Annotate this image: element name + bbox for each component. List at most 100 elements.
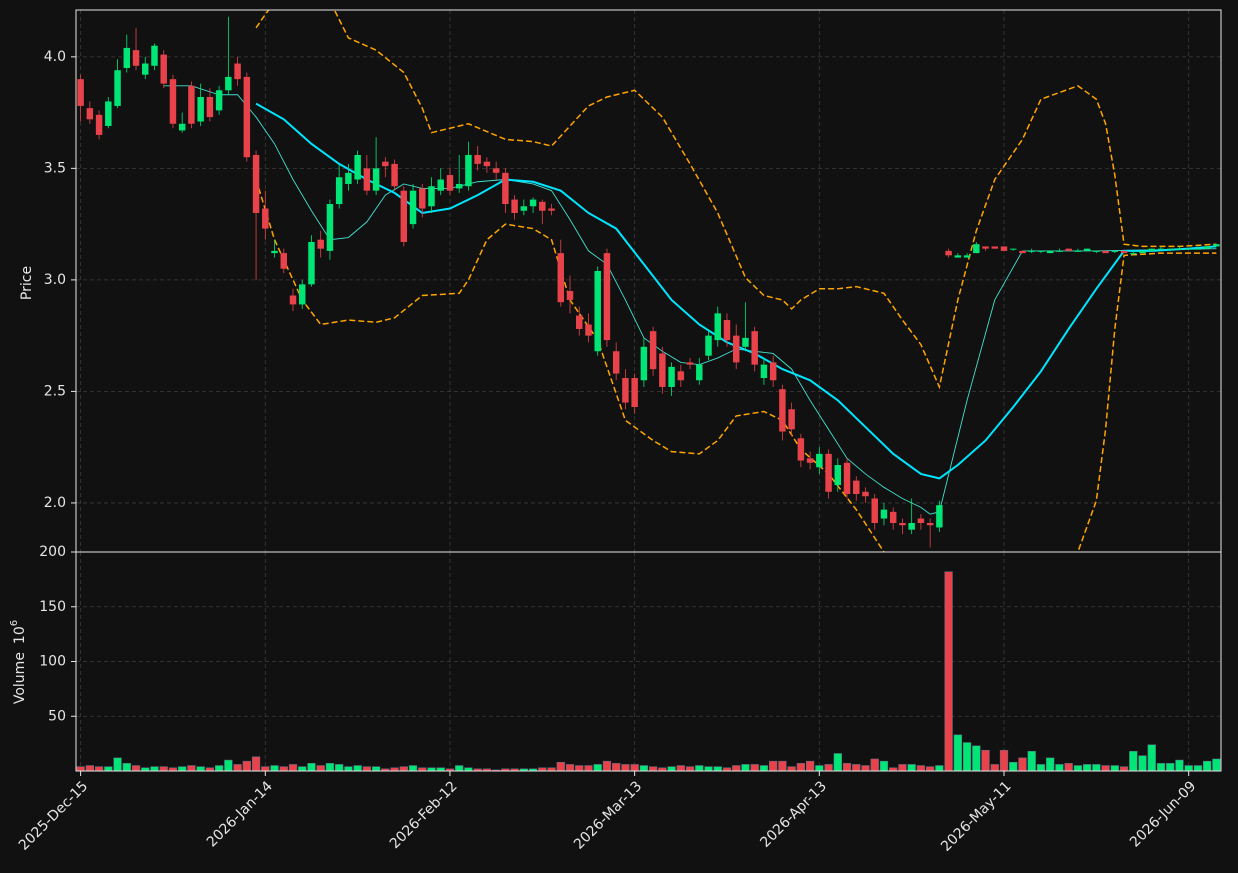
volume-bar [935, 765, 944, 771]
candle-body [169, 79, 177, 124]
candle-body [963, 255, 971, 258]
volume-bar [990, 764, 999, 771]
volume-bar [344, 766, 353, 771]
candle-body [954, 255, 962, 258]
volume-bar [205, 767, 215, 771]
candle-body [335, 177, 343, 205]
volume-bar [427, 767, 436, 771]
y-tick-label: 150 [39, 599, 66, 615]
candle-body [880, 509, 888, 519]
volume-bar [362, 766, 371, 771]
candle-body [520, 206, 528, 211]
volume-bar [769, 760, 778, 771]
candle-body [557, 253, 565, 303]
volume-bar [630, 764, 639, 771]
candle-body [474, 154, 481, 164]
volume-bar [981, 749, 990, 771]
volume-bar [1027, 751, 1036, 771]
candle-body [446, 175, 454, 191]
candle-body [271, 250, 278, 254]
candle-body [298, 284, 306, 305]
volume-bar [1138, 755, 1147, 771]
candle-body [1037, 250, 1045, 252]
candle-body [419, 188, 426, 209]
candle-body [797, 438, 805, 461]
volume-bar [916, 765, 926, 771]
volume-bar [85, 765, 94, 771]
candle-body [1056, 250, 1063, 252]
volume-bar [889, 767, 898, 771]
candle-body [1000, 246, 1008, 251]
candle-body [326, 204, 334, 251]
volume-bar [76, 766, 85, 771]
volume-bar [1018, 757, 1027, 771]
candle-body [936, 505, 943, 528]
candle-body [723, 320, 731, 341]
volume-panel [76, 571, 1221, 771]
volume-frame [75, 551, 1222, 772]
volume-bar [602, 760, 612, 771]
volume-bar [732, 765, 741, 771]
candle-body [95, 114, 103, 135]
candle-body [1185, 248, 1192, 250]
candle-body [1046, 250, 1054, 254]
candle-body [631, 378, 638, 408]
y-tick-label: 3.0 [44, 272, 66, 288]
candle-body [345, 172, 352, 184]
candle-body [668, 366, 675, 387]
volume-bar [1101, 765, 1110, 771]
candle-body [123, 47, 131, 68]
candle-body [973, 244, 980, 254]
volume-bar [658, 767, 667, 771]
volume-bar [787, 766, 796, 771]
volume-bar [1036, 764, 1046, 771]
candle-body [372, 168, 380, 191]
candle-body [1010, 248, 1017, 250]
volume-bar [759, 765, 769, 771]
volume-bar [926, 766, 935, 771]
candle-body [437, 179, 444, 191]
candle-body [1130, 253, 1137, 255]
candle-body [142, 63, 149, 75]
candle-body [492, 168, 500, 173]
candle-body [363, 168, 371, 191]
volume-label-text: Volume [12, 652, 28, 704]
volume-bar [1092, 764, 1101, 771]
volume-bar [141, 767, 150, 771]
candle-body [779, 389, 786, 432]
volume-bar [131, 765, 141, 771]
candle-body [585, 324, 592, 336]
volume-bar [704, 766, 713, 771]
candle-body [566, 291, 574, 300]
volume-bar [695, 765, 704, 771]
y-tick-label: 3.5 [44, 160, 66, 176]
candle-body [769, 362, 777, 381]
volume-bar [648, 766, 658, 771]
volume-bar [1046, 757, 1055, 771]
candle-body [215, 90, 223, 111]
volume-bar [1009, 761, 1018, 771]
candle-body [732, 335, 740, 363]
candle-body [483, 161, 491, 167]
candle-body [806, 458, 814, 463]
volume-bar [233, 764, 242, 771]
y-tick-label: 100 [39, 654, 66, 670]
volume-bar [556, 761, 565, 771]
volume-bar [307, 763, 316, 771]
volume-bar [270, 765, 279, 771]
volume-bar [750, 764, 759, 771]
volume-bar [1082, 764, 1092, 771]
candle-body [252, 154, 260, 213]
volume-bar [972, 745, 981, 771]
candle-body [1083, 248, 1091, 251]
volume-bar [1119, 766, 1129, 771]
price-panel [77, 10, 1220, 552]
volume-bar [196, 766, 205, 771]
candle-body [816, 453, 823, 468]
volume-bar [436, 767, 445, 771]
candle-body [409, 190, 417, 225]
volume-bar [852, 764, 861, 771]
candle-body [622, 378, 629, 403]
